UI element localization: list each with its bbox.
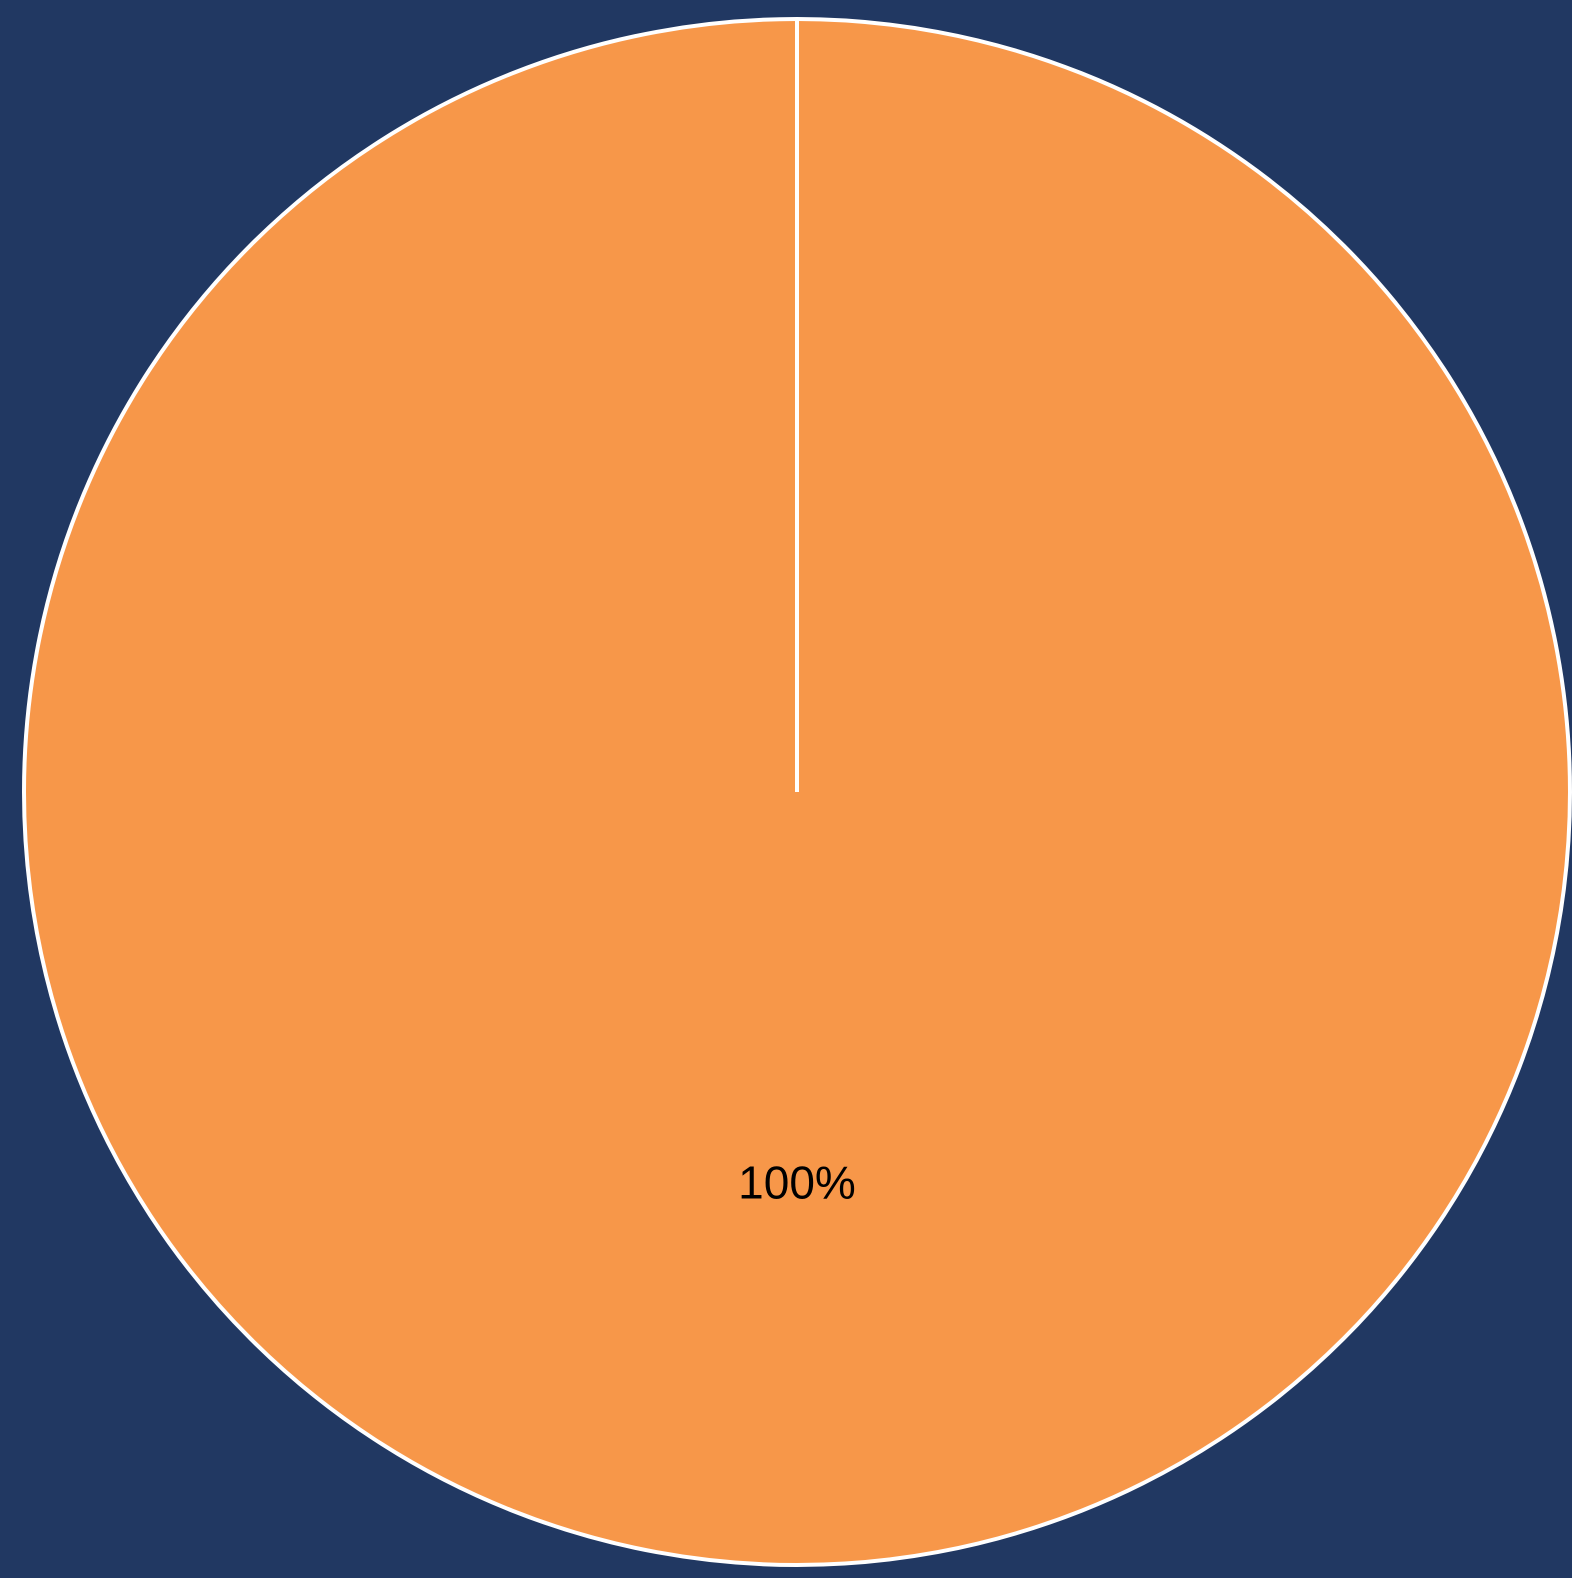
pie-data-label-0: 100%	[738, 1156, 856, 1208]
pie-data-labels: 100%	[738, 1156, 856, 1208]
pie-slices	[22, 17, 1572, 1567]
